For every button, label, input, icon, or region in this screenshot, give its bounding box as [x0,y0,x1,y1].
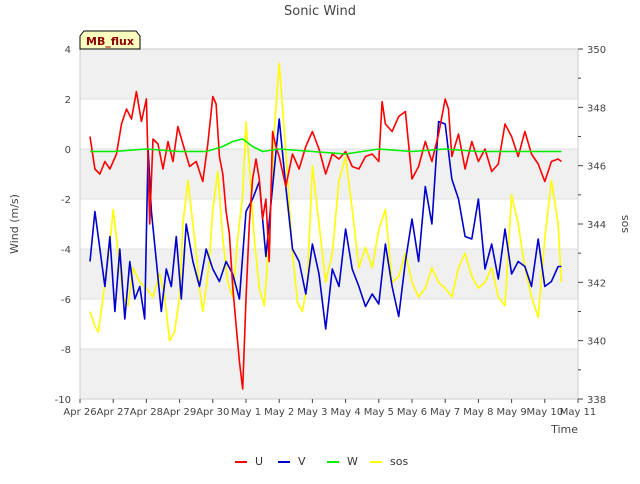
x-tick-label: Apr 26 [63,407,96,418]
legend-label: V [298,455,306,468]
y-tick-label: 0 [65,145,71,156]
x-axis-title: Time [550,423,578,436]
x-tick-label: Apr 27 [97,407,130,418]
legend-label: sos [390,455,408,468]
series-line-u [89,90,562,390]
series-line-w [90,138,562,155]
x-tick-label: May 4 [330,407,360,418]
y2-axis-title: sos [618,215,631,233]
legend-label: U [255,455,263,468]
y-tick-label: -4 [61,245,71,256]
series-lines [89,62,563,390]
site-label-background [79,30,141,50]
y2-tick-label: 338 [587,395,606,406]
y-axis-right: 338 340 342 344 346 348 350 [578,45,606,406]
y-tick-label: 2 [65,95,71,106]
x-tick-label: Apr 29 [163,407,196,418]
y-axis-left: -10 -8 -6 -4 -2 0 2 4 [55,45,71,406]
x-tick-label: May 5 [364,407,394,418]
y-axis-title: Wind (m/s) [8,194,21,254]
x-axis: Apr 26 Apr 27 Apr 28 Apr 29 Apr 30 May 1 May 2… [63,399,596,418]
background-band [80,149,578,199]
x-tick-label: May 3 [297,407,327,418]
x-tick-label: May 9 [496,407,526,418]
y-tick-label: -8 [61,345,71,356]
x-tick-label: May 10 [527,407,564,418]
background-bands [80,49,578,399]
y-tick-label: -2 [61,195,71,206]
y2-tick-label: 344 [587,220,606,231]
x-tick-label: May 7 [430,407,460,418]
site-label-box: MB_flux [79,30,141,50]
x-tick-label: May 2 [264,407,294,418]
background-band [80,349,578,399]
x-tick-label: May 1 [231,407,261,418]
gridlines [80,48,578,400]
y2-tick-label: 350 [587,45,606,56]
series-line-sos [89,62,563,342]
legend-label: W [347,455,358,468]
y-tick-label: 4 [65,45,71,56]
x-tick-label: Apr 28 [130,407,163,418]
background-band [80,49,578,99]
x-tick-label: May 11 [560,407,597,418]
y2-tick-label: 342 [587,278,606,289]
y-tick-label: -6 [61,295,71,306]
site-label: MB_flux [86,35,134,48]
y-tick-label: -10 [55,395,71,406]
x-tick-label: May 8 [463,407,493,418]
y2-tick-label: 348 [587,103,606,114]
chart-title: Sonic Wind [284,4,356,19]
plot-frame [79,48,579,400]
x-tick-label: May 6 [397,407,427,418]
y2-tick-label: 340 [587,337,606,348]
y2-tick-label: 346 [587,162,606,173]
x-tick-label: Apr 30 [196,407,229,418]
